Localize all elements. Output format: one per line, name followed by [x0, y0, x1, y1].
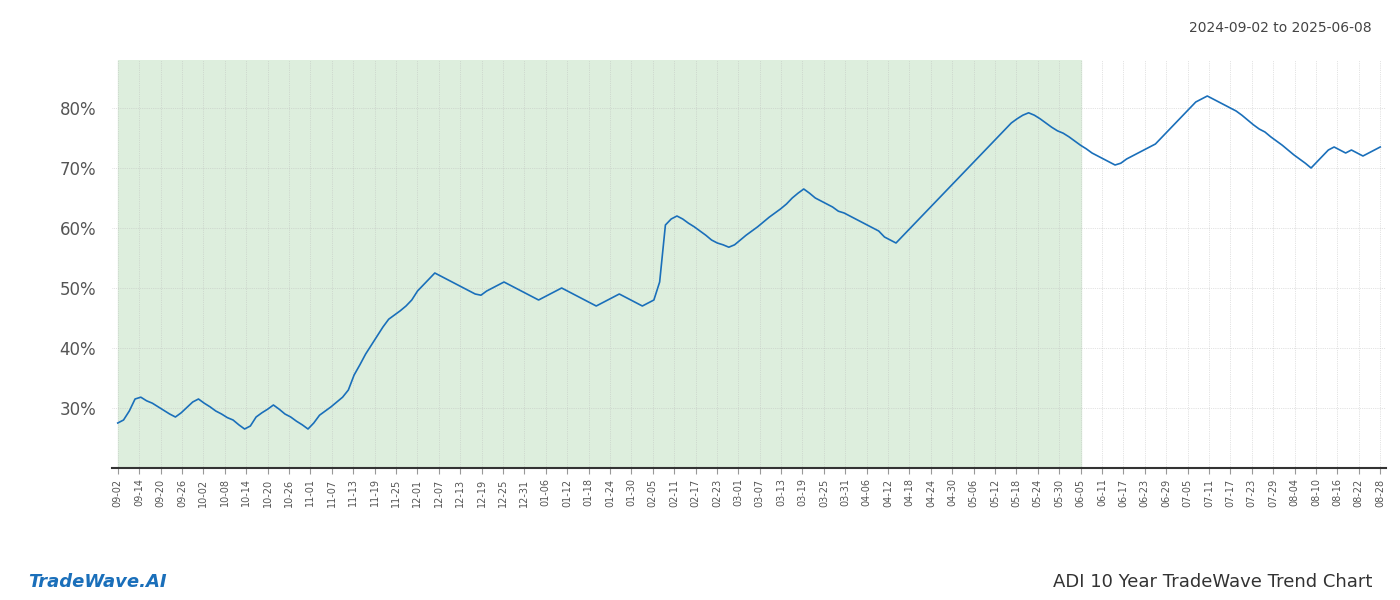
Text: 2024-09-02 to 2025-06-08: 2024-09-02 to 2025-06-08	[1190, 21, 1372, 35]
Text: TradeWave.AI: TradeWave.AI	[28, 573, 167, 591]
Text: ADI 10 Year TradeWave Trend Chart: ADI 10 Year TradeWave Trend Chart	[1053, 573, 1372, 591]
Bar	[118, 60, 1081, 468]
